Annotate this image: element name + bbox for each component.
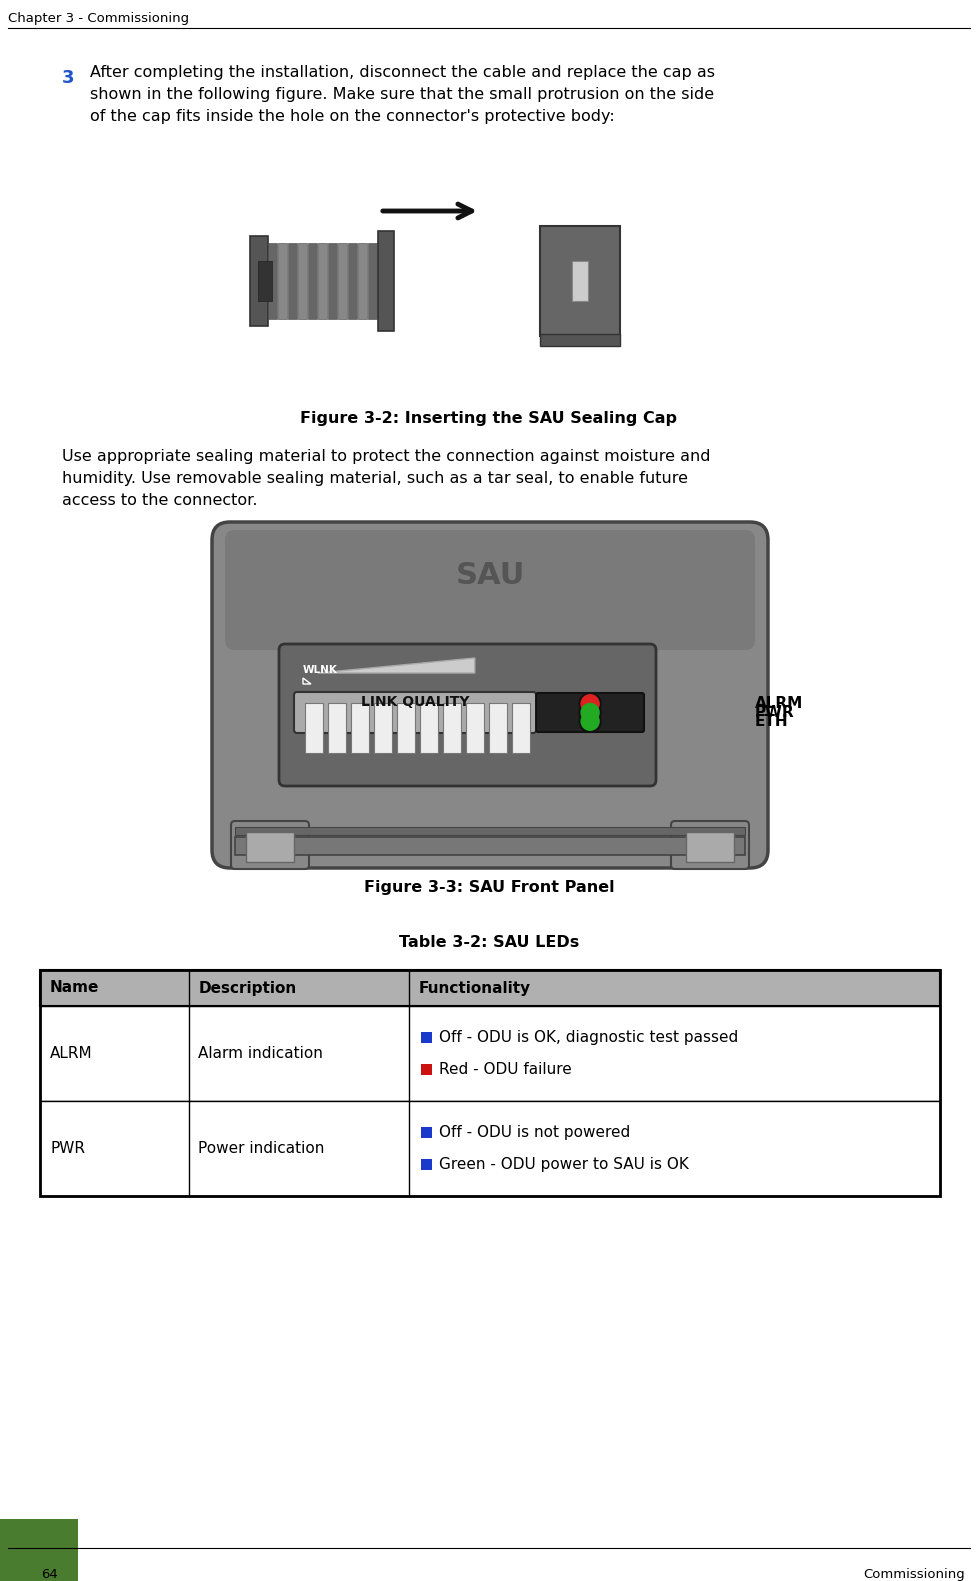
Bar xyxy=(420,1064,432,1075)
Text: 3: 3 xyxy=(62,70,74,87)
Bar xyxy=(420,1032,432,1043)
Bar xyxy=(40,1006,939,1100)
Bar xyxy=(40,971,939,1195)
Circle shape xyxy=(578,710,601,732)
Bar xyxy=(250,236,268,326)
Circle shape xyxy=(580,713,599,730)
Bar xyxy=(397,704,414,753)
Text: Functionality: Functionality xyxy=(418,980,531,996)
Text: ETH: ETH xyxy=(754,713,787,729)
Circle shape xyxy=(578,702,601,724)
Bar xyxy=(420,1127,432,1138)
Text: Description: Description xyxy=(198,980,296,996)
Bar xyxy=(420,1159,432,1170)
Text: Figure 3-2: Inserting the SAU Sealing Cap: Figure 3-2: Inserting the SAU Sealing Ca… xyxy=(300,411,677,425)
Text: WLNK: WLNK xyxy=(303,666,337,675)
Circle shape xyxy=(580,694,599,713)
Text: SAU: SAU xyxy=(455,561,524,590)
FancyBboxPatch shape xyxy=(231,821,309,870)
Bar xyxy=(348,243,357,319)
Bar xyxy=(488,704,506,753)
Text: Use appropriate sealing material to protect the connection against moisture and: Use appropriate sealing material to prot… xyxy=(62,449,709,463)
Text: PWR: PWR xyxy=(754,705,794,719)
Text: 64: 64 xyxy=(42,1568,59,1581)
Bar xyxy=(465,704,484,753)
Bar xyxy=(378,231,394,330)
Bar xyxy=(40,971,939,1006)
Text: LINK QUALITY: LINK QUALITY xyxy=(361,696,469,708)
Bar xyxy=(358,243,366,319)
FancyBboxPatch shape xyxy=(294,692,535,734)
Bar xyxy=(512,704,530,753)
Text: Off - ODU is not powered: Off - ODU is not powered xyxy=(439,1126,629,1140)
Polygon shape xyxy=(318,658,474,674)
Text: humidity. Use removable sealing material, such as a tar seal, to enable future: humidity. Use removable sealing material… xyxy=(62,471,687,485)
Bar xyxy=(318,243,326,319)
Text: Commissioning: Commissioning xyxy=(863,1568,964,1581)
Bar xyxy=(327,243,337,319)
Bar xyxy=(268,243,276,319)
Text: Red - ODU failure: Red - ODU failure xyxy=(439,1062,572,1077)
Text: ALRM: ALRM xyxy=(754,696,802,711)
FancyBboxPatch shape xyxy=(212,522,767,868)
Text: ALRM: ALRM xyxy=(50,1047,93,1061)
Text: Table 3-2: SAU LEDs: Table 3-2: SAU LEDs xyxy=(399,934,578,950)
Text: Chapter 3 - Commissioning: Chapter 3 - Commissioning xyxy=(8,13,189,25)
Text: Figure 3-3: SAU Front Panel: Figure 3-3: SAU Front Panel xyxy=(363,881,614,895)
Bar xyxy=(298,243,307,319)
FancyBboxPatch shape xyxy=(670,821,748,870)
Bar xyxy=(287,243,297,319)
Text: Power indication: Power indication xyxy=(198,1141,324,1156)
Bar xyxy=(40,1100,939,1195)
Bar xyxy=(305,704,322,753)
Text: access to the connector.: access to the connector. xyxy=(62,493,257,508)
Bar xyxy=(539,334,619,346)
Bar xyxy=(367,243,376,319)
Text: PWR: PWR xyxy=(50,1141,85,1156)
Bar xyxy=(327,704,346,753)
Bar xyxy=(246,832,294,862)
Bar xyxy=(443,704,460,753)
Bar xyxy=(419,704,438,753)
Text: Name: Name xyxy=(50,980,100,996)
Bar xyxy=(308,243,317,319)
Text: Alarm indication: Alarm indication xyxy=(198,1047,323,1061)
Bar xyxy=(572,261,587,300)
FancyBboxPatch shape xyxy=(278,643,656,786)
Text: shown in the following figure. Make sure that the small protrusion on the side: shown in the following figure. Make sure… xyxy=(90,87,713,103)
Circle shape xyxy=(580,704,599,721)
Bar xyxy=(234,836,744,855)
Bar xyxy=(338,243,347,319)
Bar xyxy=(234,827,744,835)
Text: of the cap fits inside the hole on the connector's protective body:: of the cap fits inside the hole on the c… xyxy=(90,109,615,123)
Text: After completing the installation, disconnect the cable and replace the cap as: After completing the installation, disco… xyxy=(90,65,714,81)
Circle shape xyxy=(578,692,601,715)
FancyBboxPatch shape xyxy=(535,692,643,732)
Bar xyxy=(373,704,392,753)
Bar xyxy=(351,704,368,753)
Bar xyxy=(258,261,272,300)
Text: Green - ODU power to SAU is OK: Green - ODU power to SAU is OK xyxy=(439,1157,688,1172)
Text: Off - ODU is OK, diagnostic test passed: Off - ODU is OK, diagnostic test passed xyxy=(439,1031,738,1045)
FancyBboxPatch shape xyxy=(225,530,754,650)
Bar xyxy=(277,243,286,319)
Bar xyxy=(539,226,619,337)
Bar xyxy=(0,1519,78,1581)
Bar xyxy=(685,832,734,862)
